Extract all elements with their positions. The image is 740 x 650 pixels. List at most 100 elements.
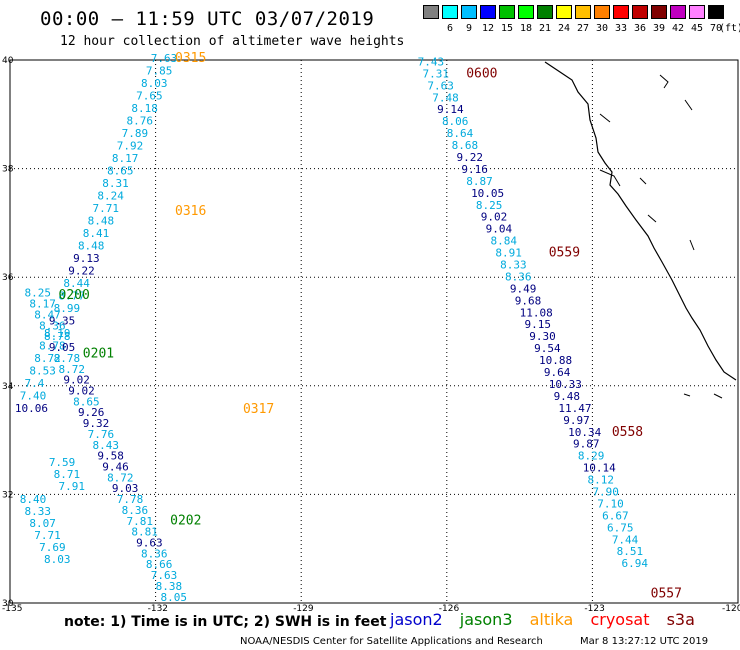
wave-height-label: 8.36 (122, 504, 149, 517)
legend-label: 18 (519, 23, 533, 34)
legend-swatch (423, 5, 439, 19)
wave-height-label: 7.40 (20, 389, 46, 402)
wave-height-label: 9.26 (78, 406, 105, 419)
wave-height-label: 8.03 (44, 553, 70, 566)
map-title: 00:00 – 11:59 UTC 03/07/2019 (40, 8, 375, 30)
wave-height-label: 7.92 (117, 140, 144, 153)
wave-height-label: 8.65 (107, 165, 134, 178)
sat-altika: altika (529, 610, 574, 629)
wave-height-label: 9.54 (534, 342, 561, 355)
legend-swatch (480, 5, 496, 19)
wave-height-label: 7.81 (126, 515, 153, 528)
legend-swatch (613, 5, 629, 19)
wave-height-label: 9.68 (515, 294, 542, 307)
wave-height-label: 11.08 (520, 306, 553, 319)
wave-height-label: 7.76 (88, 428, 115, 441)
legend-label: 27 (576, 23, 590, 34)
wave-height-label: 8.03 (141, 77, 168, 90)
wave-height-label: 8.78 (54, 352, 81, 365)
wave-height-label: 8.66 (146, 558, 173, 571)
wave-height-label: 8.64 (447, 127, 474, 140)
wave-height-label: 9.30 (529, 330, 556, 343)
footer-credit: NOAA/NESDIS Center for Satellite Applica… (240, 636, 708, 647)
legend-swatch (499, 5, 515, 19)
wave-height-label: 7.89 (122, 127, 149, 140)
wave-height-label: 7.65 (136, 90, 163, 103)
legend-label: 36 (633, 23, 647, 34)
wave-height-label: 8.78 (44, 330, 70, 343)
pass-time-label: 0557 (651, 587, 682, 602)
wave-height-label: 8.44 (63, 277, 90, 290)
wave-height-label: 8.05 (160, 591, 187, 604)
legend-label: 30 (595, 23, 609, 34)
wave-height-label: 9.22 (457, 151, 484, 164)
wave-height-label: 8.41 (83, 227, 110, 240)
pass-time-label: 0317 (243, 402, 274, 417)
legend-swatch (442, 5, 458, 19)
wave-height-label: 7.85 (146, 65, 173, 78)
legend-label: 15 (500, 23, 514, 34)
wave-height-label: 7.43 (418, 55, 445, 68)
legend-swatch (689, 5, 705, 19)
wave-height-label: 9.16 (461, 163, 488, 176)
wave-height-label: 8.29 (578, 450, 605, 463)
wave-height-label: 7.91 (59, 480, 86, 493)
wave-height-label: 9.49 (510, 282, 536, 295)
sat-jason2: jason2 (390, 610, 443, 629)
wave-height-label: 7.63 (151, 569, 178, 582)
coastline (544, 61, 737, 399)
wave-height-label: 8.71 (54, 468, 81, 481)
legend-label: 42 (671, 23, 685, 34)
wave-height-label: 9.02 (481, 211, 508, 224)
sat-jason3: jason3 (459, 610, 513, 629)
wave-height-label: 9.03 (112, 482, 139, 495)
map-frame (9, 59, 739, 604)
wave-height-label: 8.25 (476, 199, 503, 212)
pass-time-label: 0316 (175, 204, 206, 219)
wave-height-label: 7.63 (151, 52, 178, 65)
legend-swatch (708, 5, 724, 19)
map-subtitle: 12 hour collection of altimeter wave hei… (60, 34, 405, 49)
wave-height-label: 9.14 (437, 103, 464, 116)
lon-tick-label: -129 (293, 604, 314, 614)
wave-height-label: 8.33 (500, 259, 526, 272)
wave-height-label: 9.15 (524, 318, 551, 331)
wave-height-label: 8.18 (131, 102, 158, 115)
altimeter-tracks: 7.637.858.037.658.188.767.897.928.178.65… (15, 51, 682, 604)
wave-height-label: 6.75 (607, 521, 634, 534)
lat-tick-label: 34 (2, 382, 14, 392)
legend-swatch (461, 5, 477, 19)
wave-height-label: 9.04 (486, 223, 513, 236)
satellite-key: jason2 jason3 altika cryosat s3a (390, 610, 707, 629)
wave-height-label: 10.14 (583, 462, 616, 475)
wave-height-label: 7.31 (423, 67, 450, 80)
wave-height-label: 6.94 (622, 557, 649, 570)
wave-height-label: 8.36 (505, 270, 532, 283)
legend-swatch (537, 5, 553, 19)
wave-height-label: 7.59 (49, 456, 76, 469)
wave-height-label: 7.63 (427, 79, 454, 92)
wave-height-label: 8.17 (112, 152, 139, 165)
wave-height-label: 11.47 (558, 402, 591, 415)
wave-height-label: 8.72 (34, 352, 61, 365)
wave-height-label: 8.51 (617, 545, 644, 558)
sat-s3a: s3a (666, 610, 695, 629)
lat-tick-label: 40 (2, 56, 14, 66)
wave-height-label: 8.68 (452, 139, 479, 152)
lon-tick-label: -132 (148, 604, 168, 614)
wave-height-label: 7.44 (612, 533, 639, 546)
wave-height-label: 8.36 (141, 547, 168, 560)
pass-time-label: 0315 (175, 51, 206, 66)
wave-height-label: 8.43 (93, 439, 120, 452)
wave-height-label: 10.34 (568, 426, 601, 439)
lon-tick-label: -135 (2, 604, 22, 614)
credit-text: NOAA/NESDIS Center for Satellite Applica… (240, 636, 543, 647)
graticule (10, 60, 738, 603)
note-text: note: 1) Time is in UTC; 2) SWH is in fe… (64, 614, 387, 630)
legend-label: 33 (614, 23, 628, 34)
wave-height-label: 9.48 (554, 390, 581, 403)
wave-height-label: 10.05 (471, 187, 504, 200)
wave-height-label: 7.10 (597, 497, 624, 510)
wave-height-label: 9.13 (73, 252, 100, 265)
wave-height-label: 8.91 (495, 247, 522, 260)
